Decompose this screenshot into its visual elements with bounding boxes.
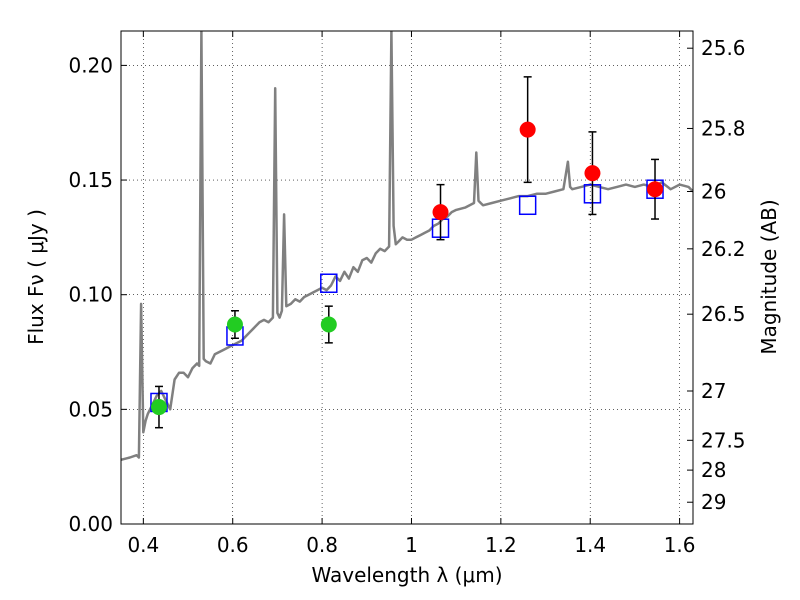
x-tick-label: 1.4 [574, 533, 606, 557]
data-point [150, 399, 167, 416]
axis-ticks: 0.4 0.6 0.8 1 1.2 1.4 1.6 0.00 0.05 0.10 0.15 0.20 2… [68, 31, 746, 557]
data-point [432, 204, 449, 221]
data-point [647, 181, 664, 198]
model-square-marker [320, 273, 338, 293]
y2-tick-label: 25.8 [701, 116, 746, 140]
x-tick-label: 0.6 [217, 533, 249, 557]
model-square-marker [518, 195, 537, 216]
x-tick-label: 1.2 [485, 533, 517, 557]
y-tick-label: 0.00 [68, 512, 113, 536]
x-tick-label: 0.4 [127, 533, 159, 557]
y2-axis-label: Magnitude (AB) [757, 199, 781, 354]
spectrum-line [121, 31, 693, 462]
grid-lines [121, 31, 693, 525]
y2-tick-label: 27.5 [701, 428, 746, 452]
data-point [320, 316, 337, 333]
data-point [519, 121, 536, 138]
data-point [226, 316, 243, 333]
y2-tick-label: 26.2 [701, 237, 746, 261]
y-tick-label: 0.15 [68, 168, 113, 192]
y2-tick-label: 25.6 [701, 36, 746, 60]
y2-tick-label: 26 [701, 180, 726, 204]
y2-tick-label: 29 [701, 490, 726, 514]
y-tick-label: 0.05 [68, 397, 113, 421]
x-axis-label: Wavelength λ (μm) [311, 563, 502, 587]
y-axis-label: Flux Fν ( μJy ) [24, 209, 48, 345]
y-tick-label: 0.10 [68, 283, 113, 307]
x-tick-label: 1 [405, 533, 418, 557]
y2-tick-label: 26.5 [701, 302, 746, 326]
series-layer [121, 31, 693, 462]
x-tick-label: 1.6 [664, 533, 696, 557]
y2-tick-label: 28 [701, 458, 726, 482]
y2-tick-label: 27 [701, 379, 726, 403]
y-tick-label: 0.20 [68, 53, 113, 77]
plot-frame [120, 30, 694, 525]
data-point [584, 165, 601, 182]
x-tick-label: 0.8 [306, 533, 338, 557]
